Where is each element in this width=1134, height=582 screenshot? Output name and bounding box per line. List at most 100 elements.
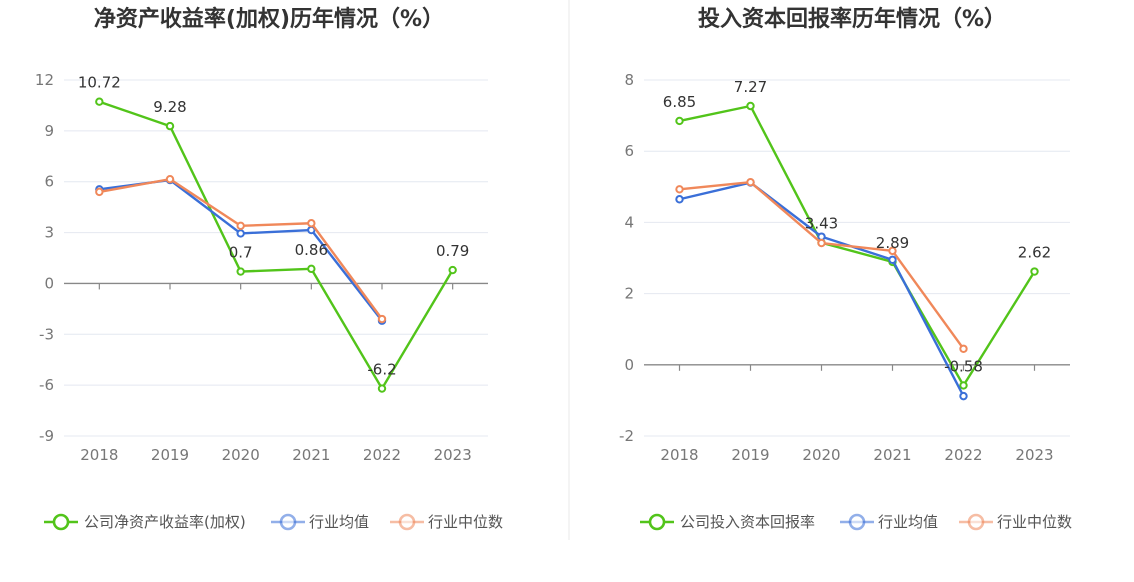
roic-legend-item-0[interactable]: 公司投入资本回报率 <box>640 513 815 531</box>
roe-legend-item-0[interactable]: 公司净资产收益率(加权) <box>44 513 246 531</box>
roe-series-point-0 <box>236 267 245 276</box>
roe-x-tick-label: 2018 <box>80 446 118 464</box>
roe-y-tick-label: 9 <box>44 122 54 140</box>
roe-y-tick-label: 0 <box>44 274 54 292</box>
roic-x-tick-label: 2022 <box>944 446 982 464</box>
legend-circle-icon <box>848 513 866 531</box>
roic-y-tick-label: 8 <box>624 71 634 89</box>
roic-legend: 公司投入资本回报率 行业均值 行业中位数 <box>640 513 1072 531</box>
roic-series-point-0 <box>746 101 755 111</box>
roic-series-point-2 <box>888 246 897 256</box>
roe-series-point-2 <box>236 221 245 230</box>
roic-legend-item-2[interactable]: 行业中位数 <box>959 513 1072 531</box>
roic-x-tick-label: 2020 <box>802 446 840 464</box>
roic-series-point-1 <box>888 255 897 264</box>
roic-series-point-0 <box>675 116 684 126</box>
roic-series-point-1 <box>959 391 968 401</box>
roe-data-labels: 10.72 9.28 0.7 0.86 -6.2 0.79 <box>78 74 470 379</box>
roe-y-tick-label: -9 <box>39 427 54 445</box>
legend-label: 行业均值 <box>309 513 369 531</box>
roic-series <box>675 101 1039 401</box>
legend-circle-icon <box>648 513 666 531</box>
roe-chart-title: 净资产收益率(加权)历年情况（%） <box>94 6 444 32</box>
roe-series-point-0 <box>165 121 175 131</box>
roe-data-label: 0.86 <box>295 241 328 259</box>
roe-y-ticks: 12 9 6 3 0 -3 -6 -9 <box>35 71 54 445</box>
roic-y-tick-label: 0 <box>624 356 634 374</box>
roe-legend-item-1[interactable]: 行业均值 <box>271 513 369 531</box>
roic-legend-item-1[interactable]: 行业均值 <box>840 513 938 531</box>
legend-label: 行业中位数 <box>428 513 503 531</box>
roe-x-tick-label: 2021 <box>292 446 330 464</box>
roic-series-point-0 <box>959 381 968 390</box>
roe-data-label: 9.28 <box>153 98 186 116</box>
roic-series-point-1 <box>675 195 684 204</box>
roe-series-point-2 <box>95 187 104 197</box>
roe-gridlines <box>64 79 488 437</box>
roic-chart-title: 投入资本回报率历年情况（%） <box>698 6 1006 32</box>
roe-series-point-0 <box>377 384 387 393</box>
roic-data-label: 7.27 <box>734 78 767 96</box>
roe-x-ticks: 2018 2019 2020 2021 2022 2023 <box>80 283 472 464</box>
roic-series-point-2 <box>817 238 826 248</box>
legend-circle-icon <box>279 513 297 531</box>
roic-y-ticks: 8 6 4 2 0 -2 <box>619 71 634 445</box>
roic-data-label: 3.43 <box>805 215 838 233</box>
roic-y-tick-label: 2 <box>624 285 634 303</box>
roic-gridlines <box>644 79 1070 437</box>
legend-label: 公司净资产收益率(加权) <box>84 513 246 531</box>
legend-label: 行业均值 <box>878 513 938 531</box>
roic-x-tick-label: 2021 <box>873 446 911 464</box>
roic-series-line-2 <box>679 180 965 350</box>
roe-data-label: 0.79 <box>436 242 469 260</box>
roe-x-tick-label: 2020 <box>222 446 260 464</box>
legend-label: 行业中位数 <box>997 513 1072 531</box>
roe-series-point-0 <box>307 264 316 274</box>
roe-series-line-0 <box>98 100 454 390</box>
legend-label: 公司投入资本回报率 <box>680 513 815 531</box>
roe-series-point-1 <box>236 229 245 238</box>
roe-y-tick-label: 6 <box>44 173 54 191</box>
roe-series-point-2 <box>377 314 387 324</box>
roe-series-point-0 <box>448 265 457 275</box>
roe-x-tick-label: 2022 <box>363 446 401 464</box>
roe-y-tick-label: 12 <box>35 71 54 89</box>
roe-series-point-0 <box>95 97 104 106</box>
roic-data-label: 6.85 <box>663 93 696 111</box>
roic-data-label: 2.89 <box>876 234 909 252</box>
roic-x-tick-label: 2023 <box>1015 446 1053 464</box>
roe-y-tick-label: -6 <box>39 376 54 394</box>
roe-y-tick-label: 3 <box>44 224 54 242</box>
roic-data-labels: 6.85 7.27 3.43 2.89 -0.58 2.62 <box>663 78 1051 375</box>
roe-series <box>95 97 457 393</box>
roic-series-point-2 <box>675 185 684 194</box>
roic-data-label: 2.62 <box>1018 244 1051 262</box>
roic-data-label: -0.58 <box>944 357 983 375</box>
roic-series-point-2 <box>959 344 968 353</box>
roe-data-label: 10.72 <box>78 74 121 92</box>
roic-x-tick-label: 2019 <box>731 446 769 464</box>
roic-y-tick-label: 4 <box>624 213 634 231</box>
roic-series-point-0 <box>1030 267 1039 276</box>
roic-series-line-0 <box>679 104 1036 387</box>
roic-x-ticks: 2018 2019 2020 2021 2022 2023 <box>660 364 1054 464</box>
roe-legend: 公司净资产收益率(加权) 行业均值 行业中位数 <box>44 513 503 531</box>
roic-x-tick-label: 2018 <box>660 446 698 464</box>
roe-y-tick-label: -3 <box>39 325 54 343</box>
roic-y-tick-label: 6 <box>624 142 634 160</box>
legend-circle-icon <box>52 513 70 531</box>
legend-circle-icon <box>967 513 985 531</box>
roe-x-tick-label: 2019 <box>151 446 189 464</box>
roe-legend-item-2[interactable]: 行业中位数 <box>390 513 503 531</box>
roe-data-label: -6.2 <box>367 361 396 379</box>
roic-series-point-2 <box>746 177 755 187</box>
roe-x-tick-label: 2023 <box>434 446 472 464</box>
roic-y-tick-label: -2 <box>619 427 634 445</box>
roe-series-point-2 <box>307 219 316 228</box>
roe-data-label: 0.7 <box>229 244 253 262</box>
roe-series-point-2 <box>165 174 175 184</box>
